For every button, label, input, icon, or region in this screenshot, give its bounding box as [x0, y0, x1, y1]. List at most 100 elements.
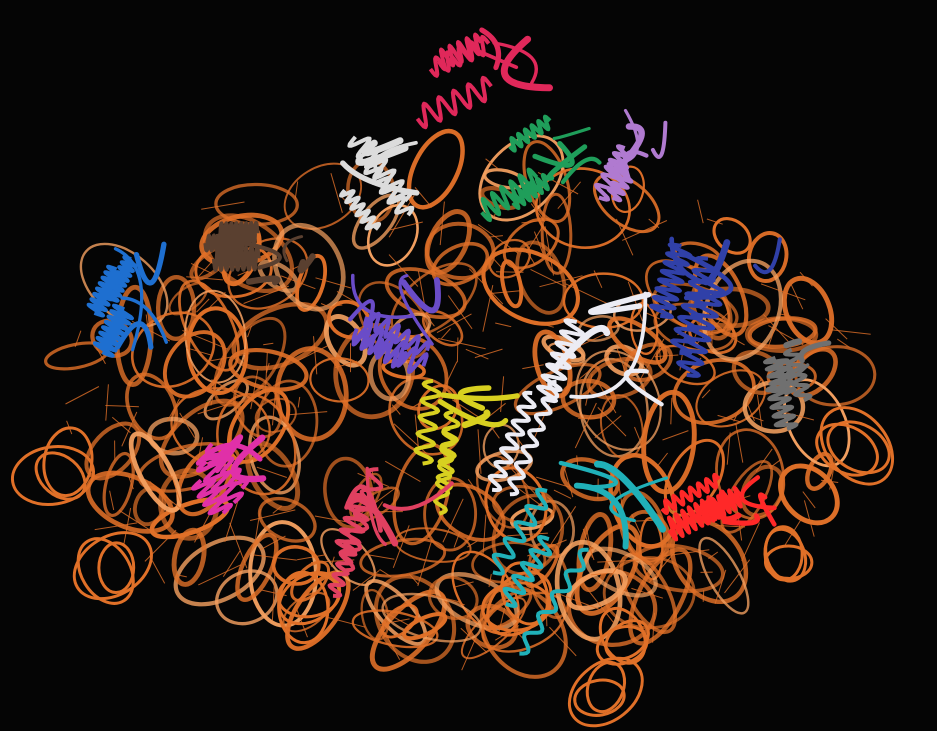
protein-strand — [551, 324, 611, 372]
rna-base-pair — [195, 437, 204, 473]
rna-base-pair — [530, 203, 546, 223]
rna-base-pair — [577, 333, 607, 348]
protein-helix — [480, 167, 539, 223]
rna-base-pair — [553, 489, 572, 499]
protein-chain — [203, 220, 316, 286]
rna-base-pair — [756, 394, 763, 429]
rna-base-pair — [408, 573, 419, 585]
rna-base-pair — [771, 459, 782, 467]
rna-helix-coil — [359, 537, 447, 578]
rna-base-pair — [334, 360, 358, 369]
rna-base-pair — [382, 610, 412, 627]
protein-helix — [660, 472, 721, 515]
protein-strand — [214, 434, 244, 474]
rna-base-pair — [544, 226, 554, 276]
rna-base-pair — [271, 574, 276, 621]
rna-helix-coil — [524, 543, 560, 589]
rna-base-pair — [266, 362, 270, 373]
rna-base-pair — [329, 304, 343, 308]
rna-base-pair — [264, 352, 268, 403]
rna-base-pair — [760, 283, 806, 301]
protein-strand — [546, 144, 588, 181]
rna-helix-coil — [502, 217, 560, 270]
rna-helix-coil — [401, 611, 448, 641]
protein-helix — [670, 256, 718, 356]
protein-strand — [245, 275, 281, 286]
rna-base-pair — [652, 612, 655, 643]
rna-base-pair — [272, 392, 276, 426]
protein-helix — [351, 321, 429, 374]
rna-backbone — [10, 128, 895, 728]
rna-base-pair — [646, 312, 660, 320]
rna-base-pair — [295, 345, 329, 363]
rna-base-pair — [294, 181, 299, 199]
rna-base-pair — [123, 507, 132, 547]
rna-base-pair — [564, 468, 574, 498]
protein-helix — [491, 487, 549, 576]
rna-base-pair — [837, 338, 851, 349]
protein-helix — [487, 390, 537, 493]
rna-base-pair — [610, 556, 624, 578]
rna-helix-coil — [695, 369, 767, 428]
rna-base-pair — [830, 329, 871, 335]
rna-base-pair — [417, 270, 426, 306]
rna-base-pair — [701, 389, 711, 399]
rna-helix-coil — [228, 348, 309, 392]
rna-helix-coil — [534, 167, 632, 250]
protein-strand — [753, 237, 782, 274]
protein-chains — [86, 27, 832, 656]
protein-strand — [669, 236, 709, 286]
protein-helix — [415, 75, 493, 130]
rna-helix-coil — [746, 231, 789, 283]
rna-helix-coil — [233, 375, 283, 439]
rna-helix-coil — [641, 389, 697, 495]
protein-chain — [491, 460, 669, 656]
rna-base-pair — [94, 522, 138, 531]
rna-base-pair — [127, 475, 134, 490]
protein-chain — [763, 338, 832, 432]
protein-helix — [649, 242, 693, 320]
rna-base-pair — [477, 223, 519, 254]
rna-base-pair — [825, 318, 848, 340]
rna-base-pair — [453, 531, 461, 548]
rna-base-pair — [533, 231, 544, 254]
rna-base-pair — [670, 397, 673, 425]
rna-base-pair — [280, 275, 316, 290]
rna-helix-coil — [254, 397, 297, 434]
rna-helix-coil — [215, 569, 279, 626]
rna-helix-coil — [515, 240, 567, 315]
rna-base-pair — [488, 574, 492, 588]
rna-base-pair — [315, 277, 352, 289]
protein-helix — [211, 245, 261, 272]
protein-helix — [511, 172, 550, 210]
protein-helix — [92, 303, 134, 358]
rna-base-pair — [803, 500, 815, 537]
rna-base-pair — [456, 337, 459, 363]
rna-helix-coil — [84, 421, 142, 481]
rna-helix-coil — [431, 241, 490, 287]
protein-helix — [327, 539, 358, 598]
rna-peripheral-loop — [76, 537, 135, 605]
rna-peripheral-loop — [42, 426, 94, 498]
rna-base-pair — [495, 271, 524, 273]
protein-helix — [86, 264, 125, 318]
protein-helix — [436, 32, 483, 72]
rna-base-pair — [196, 298, 210, 313]
rna-base-pair — [583, 584, 614, 624]
rna-peripheral-loop — [604, 619, 650, 661]
rna-peripheral-loop — [819, 406, 895, 486]
rna-peripheral-loop — [826, 420, 891, 475]
rna-helix-coil — [575, 349, 662, 451]
rna-base-pair — [631, 587, 664, 599]
rna-base-pair — [708, 551, 719, 560]
rna-peripheral-loop — [763, 525, 804, 582]
protein-strand — [500, 35, 553, 92]
rna-base-pair — [461, 631, 479, 671]
rna-base-pair — [439, 201, 445, 246]
rna-base-pair — [254, 508, 261, 542]
rna-base-pair — [715, 524, 746, 528]
rna-base-pair — [477, 429, 482, 474]
rna-base-pair — [455, 581, 474, 588]
rna-peripheral-loop — [97, 541, 136, 595]
protein-strand — [721, 513, 761, 526]
